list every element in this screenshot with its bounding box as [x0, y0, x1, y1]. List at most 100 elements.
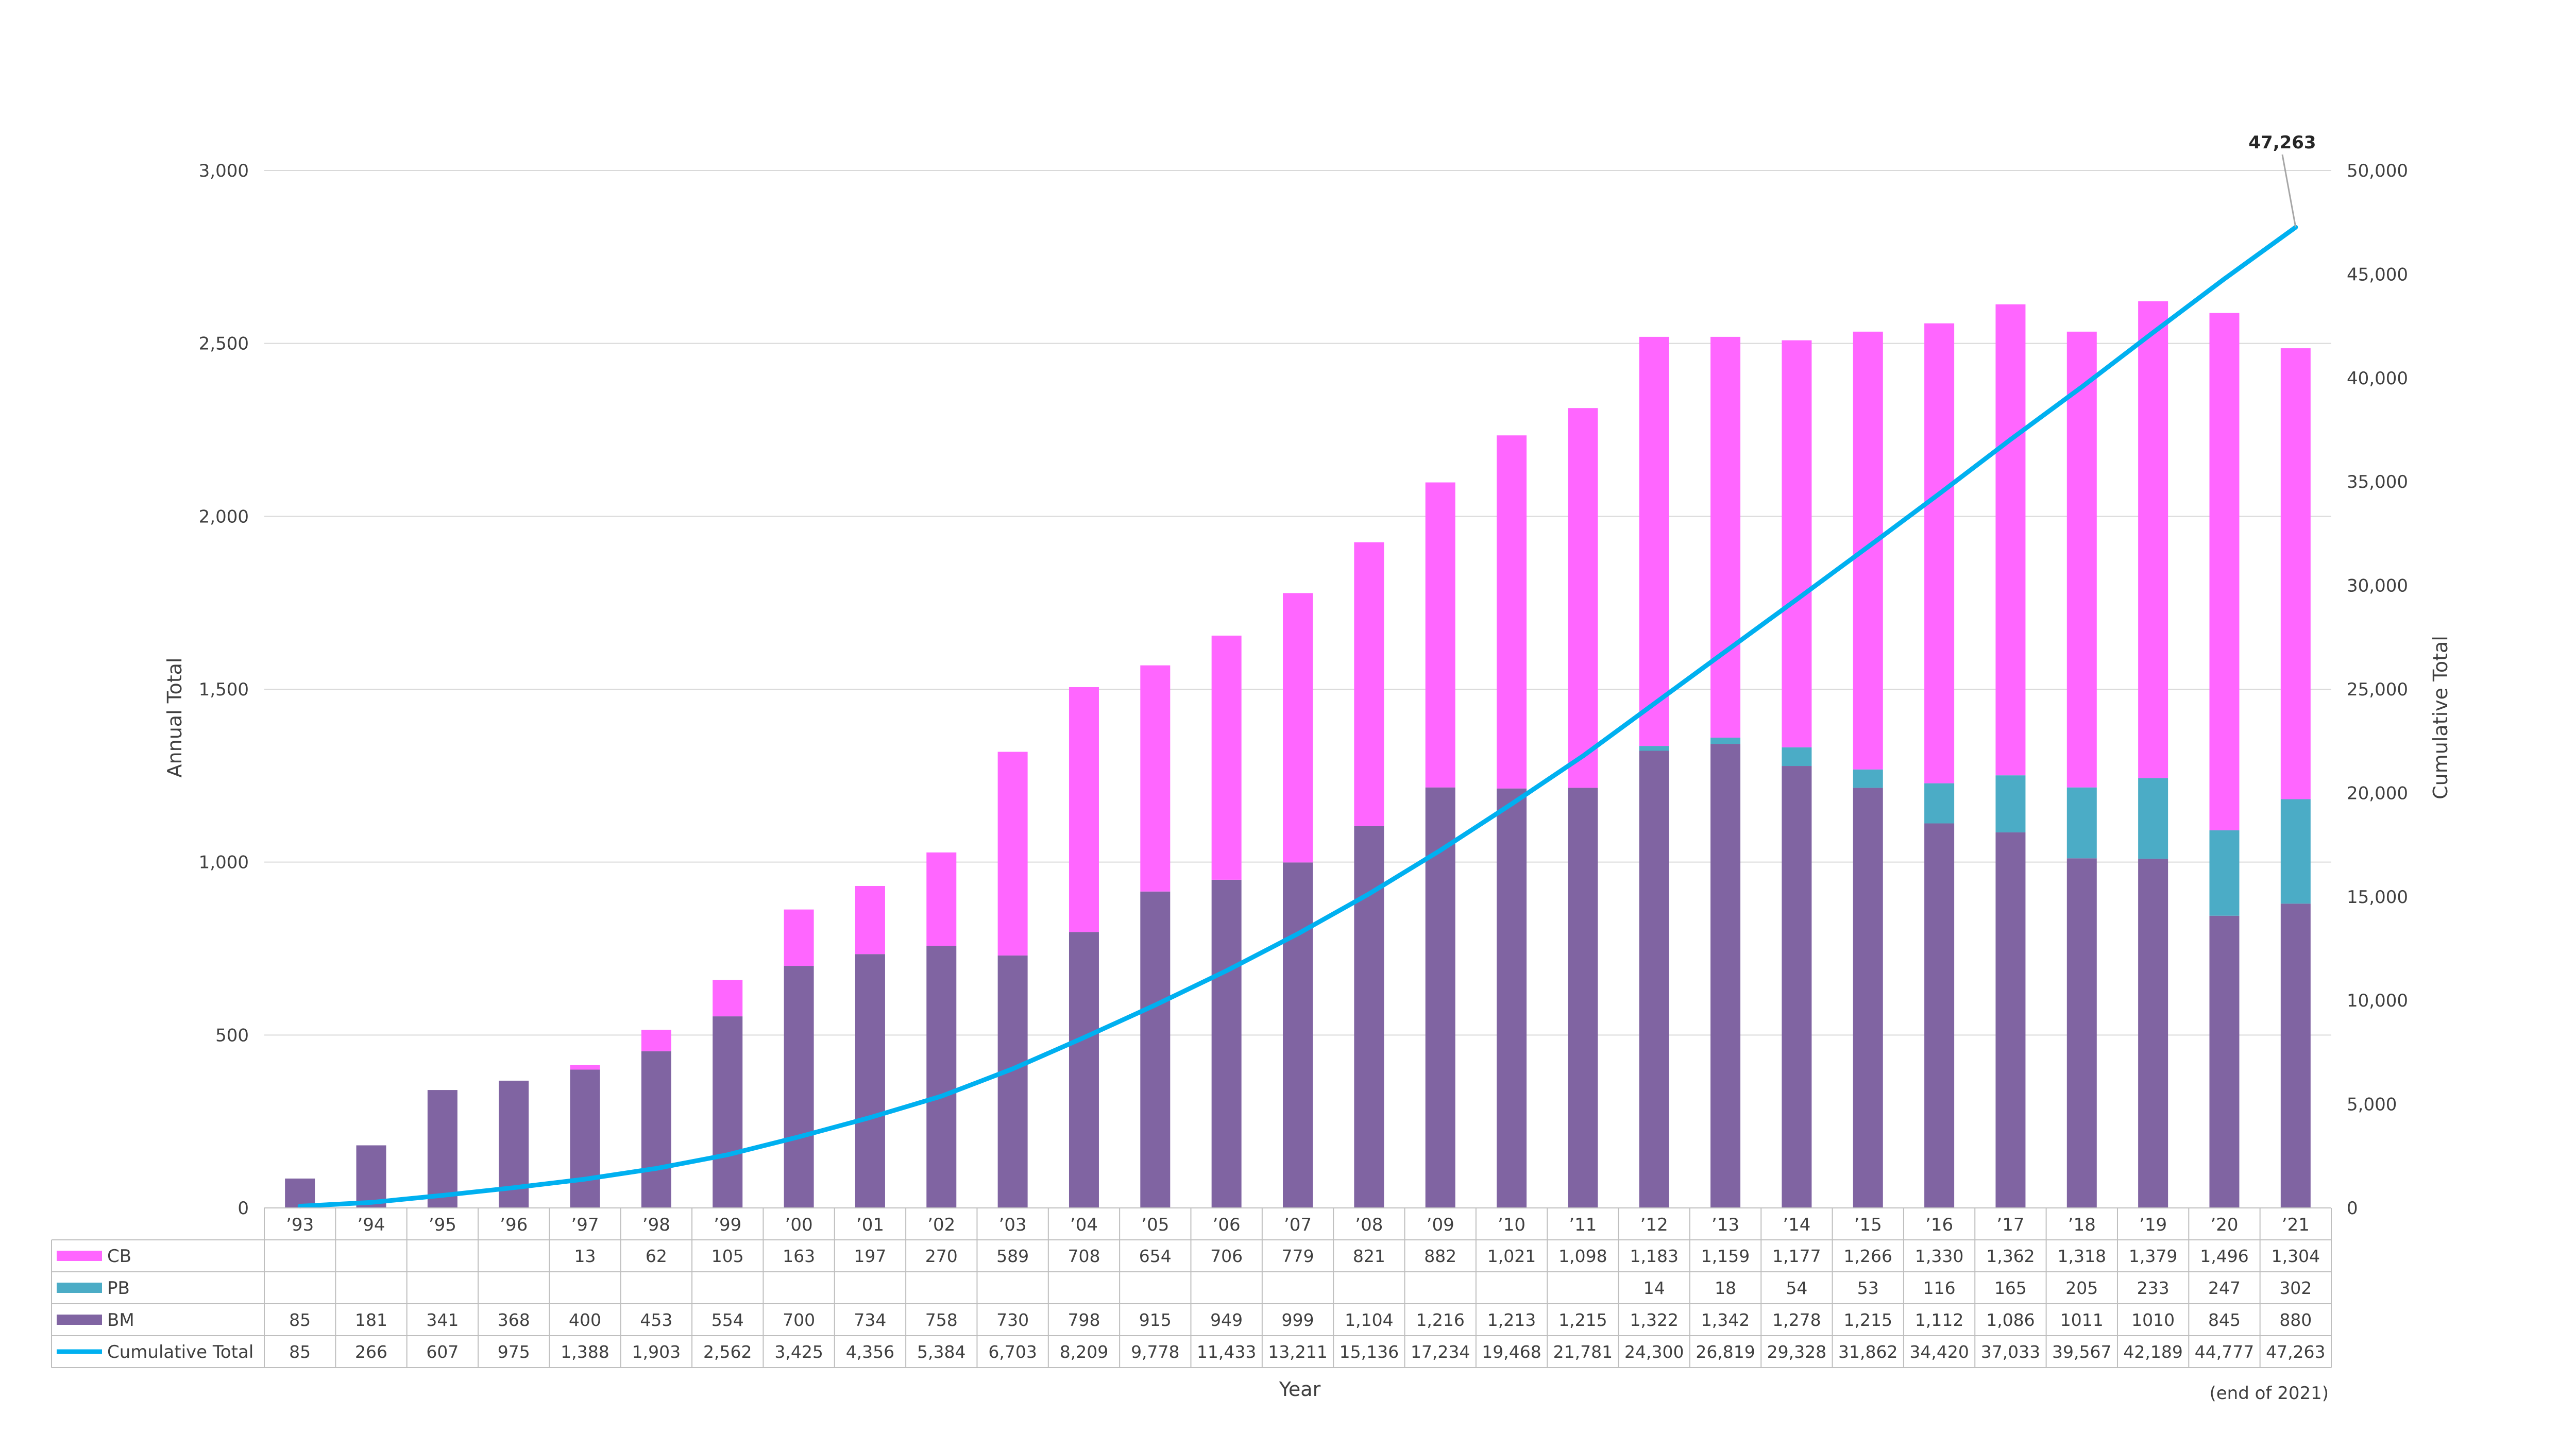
table-cell: 233	[2137, 1278, 2170, 1298]
bar-series	[285, 301, 2311, 1208]
x-tick-label: ’05	[1141, 1215, 1169, 1235]
bar-pb	[1639, 746, 1669, 751]
bar-cb	[1853, 331, 1883, 770]
bar-cb	[2066, 331, 2097, 788]
x-tick-label: ’94	[357, 1215, 385, 1235]
table-cell: 1,379	[2129, 1246, 2177, 1266]
callout-leader-line	[2281, 154, 2297, 228]
table-cell: 44,777	[2195, 1342, 2254, 1362]
table-cell: 6,703	[988, 1342, 1037, 1362]
bar-bm	[1568, 788, 1598, 1208]
table-cell: 247	[2208, 1278, 2241, 1298]
bar-bm	[1069, 932, 1099, 1208]
table-cell: 54	[1786, 1278, 1807, 1298]
table-cell: 341	[426, 1310, 459, 1330]
legend-label: BM	[107, 1310, 134, 1331]
data-table: ’93 ’94 ’95 ’96 ’97 ’98 ’99 ’00 ’01 ’02 ’03 ’04 ’05 ’…	[51, 1208, 2332, 1368]
bar-pb	[1995, 775, 2026, 832]
bar-bm	[1283, 862, 1313, 1208]
table-cell: 19,468	[1482, 1342, 1541, 1362]
x-tick-label: ’99	[714, 1215, 741, 1235]
bar-cb	[1497, 435, 1527, 789]
bar-cb	[713, 980, 743, 1017]
table-cell: 2,562	[703, 1342, 752, 1362]
table-cell: 34,420	[1909, 1342, 1969, 1362]
table-cell: 1,318	[2058, 1246, 2106, 1266]
bar-bm	[2066, 858, 2097, 1208]
table-cell: 29,328	[1767, 1342, 1826, 1362]
table-cell: 15,136	[1340, 1342, 1399, 1362]
x-tick-label: ’97	[571, 1215, 599, 1235]
table-cell: 453	[640, 1310, 672, 1330]
x-tick-label: ’16	[1925, 1215, 1953, 1235]
x-tick-label: ’93	[286, 1215, 314, 1235]
x-tick-label: ’96	[500, 1215, 528, 1235]
x-tick-label: ’11	[1569, 1215, 1597, 1235]
bar-bm	[1140, 891, 1171, 1208]
bar-bm	[1710, 744, 1741, 1208]
table-cell: 1,215	[1844, 1310, 1892, 1330]
table-cell: 758	[925, 1310, 958, 1330]
table-cell: 845	[2208, 1310, 2241, 1330]
y2-tick-label: 50,000	[2347, 161, 2408, 181]
table-cell: 821	[1353, 1246, 1385, 1266]
bar-bm	[285, 1178, 315, 1208]
table-cell: 197	[854, 1246, 886, 1266]
table-cell: 1,342	[1701, 1310, 1750, 1330]
table-cell: 700	[783, 1310, 815, 1330]
table-cell: 42,189	[2123, 1342, 2182, 1362]
x-tick-label: ’04	[1070, 1215, 1098, 1235]
table-cell: 400	[569, 1310, 601, 1330]
table-cell: 1,104	[1345, 1310, 1393, 1330]
bar-pb	[2138, 778, 2168, 859]
table-cell: 1,086	[1986, 1310, 2035, 1330]
bar-cb	[784, 909, 814, 966]
table-cell: 1,496	[2200, 1246, 2248, 1266]
bar-bm	[1639, 751, 1669, 1208]
legend-key-cb	[57, 1251, 102, 1261]
x-tick-label: ’02	[927, 1215, 955, 1235]
x-tick-label: ’00	[785, 1215, 813, 1235]
table-cell: 1,903	[632, 1342, 681, 1362]
bar-bm	[1924, 823, 1955, 1208]
x-tick-label: ’13	[1711, 1215, 1739, 1235]
table-cell: 8,209	[1060, 1342, 1108, 1362]
table-cell: 1,304	[2272, 1246, 2320, 1266]
cumulative-line	[297, 225, 2298, 1209]
bar-cb	[997, 752, 1028, 956]
table-cell: 915	[1139, 1310, 1172, 1330]
bar-cb	[1639, 336, 1669, 746]
y2-tick-label: 40,000	[2347, 368, 2408, 389]
table-cell: 31,862	[1838, 1342, 1897, 1362]
table-cell: 1,266	[1844, 1246, 1892, 1266]
table-cell: 607	[426, 1342, 459, 1362]
y-tick-label: 1,000	[199, 853, 249, 873]
x-tick-label: ’03	[999, 1215, 1027, 1235]
bar-bm	[855, 954, 885, 1208]
table-cell: 181	[355, 1310, 387, 1330]
table-cell: 205	[2065, 1278, 2098, 1298]
x-tick-label: ’12	[1640, 1215, 1668, 1235]
y2-tick-label: 25,000	[2347, 679, 2408, 700]
table-cell: 1010	[2131, 1310, 2175, 1330]
y2-axis-title: Cumulative Total	[2429, 636, 2452, 799]
table-cell: 1,021	[1487, 1246, 1536, 1266]
x-tick-label: ’01	[856, 1215, 884, 1235]
bar-bm	[2209, 915, 2240, 1208]
bar-bm	[997, 955, 1028, 1208]
bar-bm	[2280, 904, 2311, 1208]
bar-pb	[2066, 787, 2097, 859]
bar-cb	[570, 1065, 600, 1070]
bar-bm	[570, 1069, 600, 1208]
bar-bm	[427, 1090, 457, 1208]
table-cell: 1,278	[1772, 1310, 1821, 1330]
y-tick-label: 3,000	[199, 161, 249, 181]
bar-bm	[784, 966, 814, 1208]
bar-cb	[1924, 323, 1955, 783]
bar-pb	[1924, 783, 1955, 824]
footnote: (end of 2021)	[2210, 1383, 2329, 1404]
table-cell: 5,384	[917, 1342, 965, 1362]
x-tick-label: ’06	[1213, 1215, 1241, 1235]
legend-label: Cumulative Total	[107, 1342, 253, 1362]
table-cell: 1,213	[1487, 1310, 1536, 1330]
